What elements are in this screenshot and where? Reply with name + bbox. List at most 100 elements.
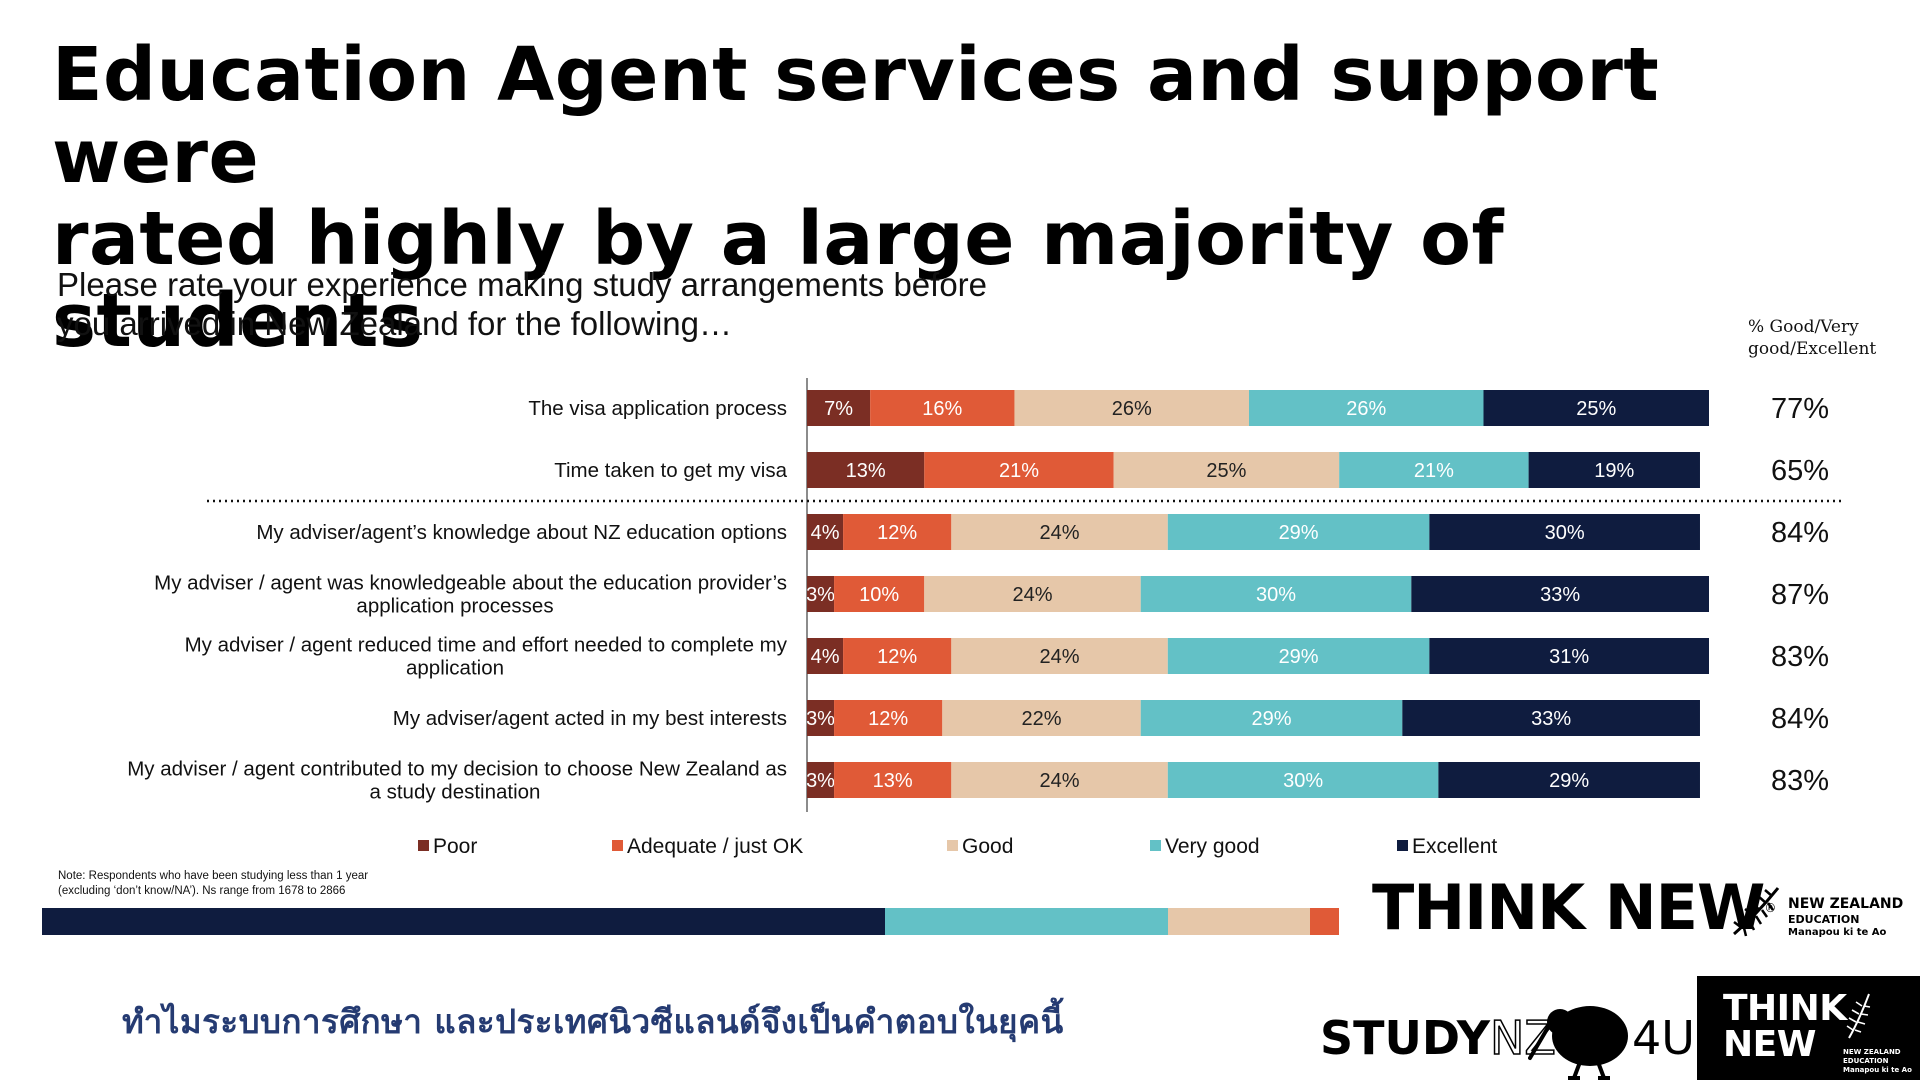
bar-segment	[870, 390, 1015, 426]
footnote: Note: Respondents who have been studying…	[58, 869, 558, 899]
note-line-2: (excluding ‘don’t know/NA’). Ns range fr…	[58, 885, 346, 897]
data-label: 26%	[1112, 398, 1152, 420]
bar-segment	[1339, 452, 1529, 488]
question-line-2: you arrived in New Zealand for the follo…	[57, 305, 733, 342]
data-label: 31%	[1549, 646, 1589, 668]
data-label: 24%	[1040, 770, 1080, 792]
bar-segment	[1113, 452, 1340, 488]
study-text: STUDY	[1320, 1011, 1491, 1065]
bar-segment	[807, 762, 835, 798]
kiwi-bird-icon	[1528, 1006, 1628, 1080]
bar-segment	[1140, 700, 1403, 736]
nz-logo-line-3: Manapou ki te Ao	[1788, 927, 1887, 938]
good-excellent-percent: 84%	[1771, 517, 1829, 549]
data-label: 16%	[922, 398, 962, 420]
legend-label: Poor	[433, 835, 477, 858]
bar-segment	[843, 638, 952, 674]
badge-new-text: NEW	[1723, 1024, 1816, 1065]
nz-education-logo: NEW ZEALAND EDUCATION Manapou ki te Ao	[1728, 882, 1913, 940]
category-label: My adviser/agent acted in my best intere…	[393, 707, 787, 730]
legend-label: Very good	[1165, 835, 1260, 858]
title-line-1: Education Agent services and support wer…	[52, 32, 1660, 200]
data-label: 21%	[1414, 460, 1454, 482]
bar-segment	[1167, 514, 1430, 550]
good-excellent-percent: 87%	[1771, 579, 1829, 611]
bar-segment	[834, 762, 952, 798]
legend-label: Adequate / just OK	[627, 835, 803, 858]
legend-swatch	[1397, 840, 1408, 851]
bar-segment	[951, 514, 1168, 550]
category-label: My adviser/agent’s knowledge about NZ ed…	[256, 521, 787, 544]
percent-column-header: % Good/Very good/Excellent	[1748, 316, 1918, 360]
bar-segment	[924, 576, 1141, 612]
data-label: 19%	[1594, 460, 1634, 482]
badge-fern-icon	[1846, 993, 1871, 1039]
badge-nz-line-2: EDUCATION	[1843, 1057, 1889, 1065]
data-label: 25%	[1576, 398, 1616, 420]
bar-segment	[807, 700, 835, 736]
page-title: Education Agent services and support wer…	[52, 34, 1852, 362]
think-new-logo: THINK NEW®	[1372, 875, 1776, 941]
data-label: 30%	[1256, 584, 1296, 606]
legend-label: Excellent	[1412, 835, 1497, 858]
badge-nz-line-1: NEW ZEALAND	[1843, 1048, 1901, 1056]
title-line-2: rated highly by a large majority of stud…	[52, 196, 1505, 364]
nz-logo-line-2: EDUCATION	[1788, 913, 1860, 926]
think-new-badge: THINK NEW NEW ZEALAND EDUCATION Manapou …	[1697, 976, 1920, 1080]
legend-swatch	[418, 840, 429, 851]
stacked-bar-chart: The visa application process 7% 16% 26% 26% 2…	[127, 378, 1845, 858]
good-excellent-percent: 83%	[1771, 765, 1829, 797]
bar-segment	[1411, 576, 1709, 612]
data-label: 21%	[999, 460, 1039, 482]
stripe-segment	[1168, 908, 1310, 935]
good-excellent-percent: 77%	[1771, 393, 1829, 425]
col-header-line-2: good/Excellent	[1748, 339, 1877, 359]
data-label: 33%	[1531, 708, 1571, 730]
data-label: 12%	[868, 708, 908, 730]
data-label: 24%	[1012, 584, 1052, 606]
bar-segment	[1014, 390, 1249, 426]
legend-swatch	[947, 840, 958, 851]
data-label: 26%	[1346, 398, 1386, 420]
data-label: 29%	[1252, 708, 1292, 730]
nz-text: NZ	[1489, 1010, 1556, 1066]
data-label: 29%	[1549, 770, 1589, 792]
bar-segment	[1429, 638, 1709, 674]
category-label: a study destination	[370, 781, 541, 804]
stripe-segment	[885, 908, 1168, 935]
legend-label: Good	[962, 835, 1013, 858]
think-new-text: THINK NEW	[1372, 871, 1765, 944]
bar-segment	[1483, 390, 1709, 426]
badge-nz-line-3: Manapou ki te Ao	[1843, 1066, 1912, 1074]
category-label: My adviser / agent contributed to my dec…	[127, 758, 787, 781]
category-label: My adviser / agent was knowledgeable abo…	[154, 572, 787, 595]
bar-segment	[807, 514, 844, 550]
data-label: 25%	[1206, 460, 1246, 482]
good-excellent-percent: 83%	[1771, 641, 1829, 673]
stripe-segment	[42, 908, 885, 935]
bar-segment	[942, 700, 1141, 736]
data-label: 24%	[1040, 522, 1080, 544]
bar-segment	[1528, 452, 1700, 488]
data-label: 4%	[811, 522, 840, 544]
bar-segment	[1140, 576, 1412, 612]
data-label: 10%	[859, 584, 899, 606]
note-line-1: Note: Respondents who have been studying…	[58, 870, 369, 882]
legend-swatch	[1150, 840, 1161, 851]
bar-segment	[1167, 638, 1430, 674]
category-label: application	[406, 657, 504, 680]
bar-segment	[807, 576, 835, 612]
category-label: The visa application process	[528, 397, 787, 420]
bar-segment	[951, 638, 1168, 674]
bar-segment	[1402, 700, 1700, 736]
data-label: 29%	[1279, 522, 1319, 544]
bar-segment	[951, 762, 1168, 798]
fern-icon	[1733, 887, 1780, 937]
legend-swatch	[612, 840, 623, 851]
category-label: Time taken to get my visa	[554, 459, 787, 482]
badge-think-text: THINK	[1723, 988, 1847, 1029]
bar-segment	[807, 452, 925, 488]
data-label: 33%	[1540, 584, 1580, 606]
survey-question: Please rate your experience making study…	[57, 265, 1157, 343]
nz-logo-line-1: NEW ZEALAND	[1788, 896, 1904, 912]
